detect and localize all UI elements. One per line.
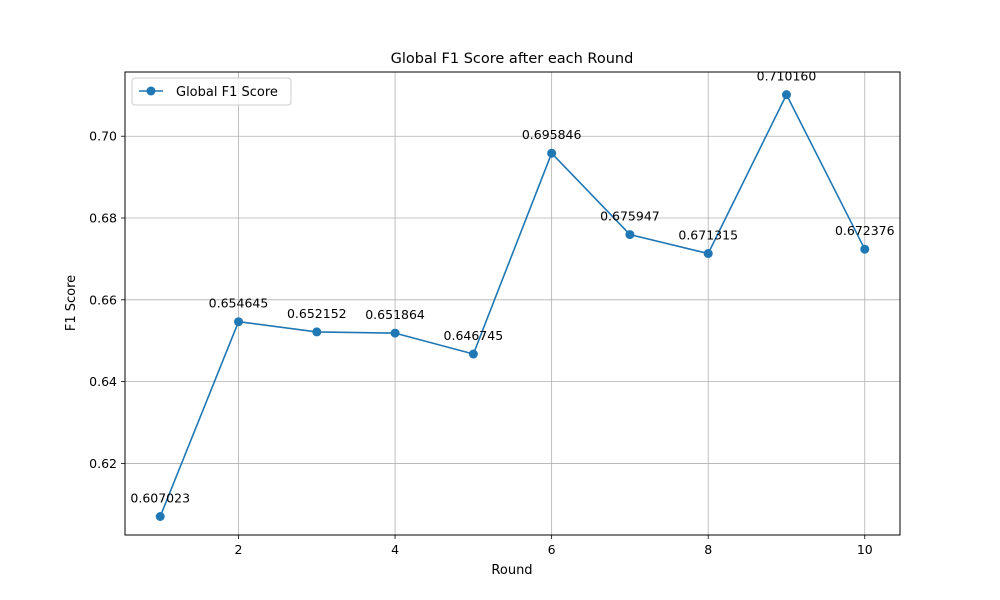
data-labels: 0.607023 0.654645 0.652152 0.651864 0.646745…: [130, 69, 894, 506]
data-point: [781, 90, 791, 100]
y-tick-label: 0.64: [89, 374, 117, 389]
x-tick-label: 4: [391, 542, 399, 557]
y-tick-label: 0.66: [89, 292, 117, 307]
data-label: 0.695846: [522, 127, 582, 142]
data-label: 0.646745: [444, 328, 504, 343]
y-axis-label: F1 Score: [64, 275, 79, 331]
x-tick-label: 2: [235, 542, 243, 557]
legend-marker-icon: [146, 86, 156, 96]
y-tick-label: 0.70: [89, 129, 117, 144]
data-point: [234, 317, 244, 327]
data-label: 0.652152: [287, 306, 347, 321]
data-point: [155, 512, 165, 522]
x-tick-label: 8: [704, 542, 712, 557]
data-point: [625, 230, 635, 240]
legend-label: Global F1 Score: [176, 85, 278, 100]
x-tick-label: 6: [548, 542, 556, 557]
data-label: 0.710160: [757, 69, 817, 84]
data-point: [547, 148, 557, 158]
series-global-f1: [155, 90, 870, 522]
legend: Global F1 Score: [131, 77, 292, 106]
data-point: [390, 328, 400, 338]
chart-title: Global F1 Score after each Round: [391, 51, 634, 67]
legend-box: [131, 77, 292, 106]
data-point: [468, 349, 478, 359]
data-point: [703, 249, 713, 259]
x-axis-label: Round: [491, 563, 532, 578]
data-point: [312, 327, 322, 337]
y-tick-label: 0.62: [89, 456, 117, 471]
y-axis-ticks: 0.62 0.64 0.66 0.68 0.70: [89, 129, 125, 471]
data-label: 0.672376: [835, 223, 895, 238]
y-tick-label: 0.68: [89, 211, 117, 226]
data-label: 0.675947: [600, 209, 660, 224]
data-label: 0.654645: [209, 296, 269, 311]
series-line: [159, 93, 866, 517]
data-label: 0.671315: [678, 228, 738, 243]
x-axis-ticks: 2 4 6 8 10: [235, 535, 873, 557]
x-tick-label: 10: [857, 542, 873, 557]
data-label: 0.607023: [130, 491, 190, 506]
data-label: 0.651864: [365, 307, 425, 322]
plot-frame: [124, 71, 901, 536]
data-point: [860, 244, 870, 254]
